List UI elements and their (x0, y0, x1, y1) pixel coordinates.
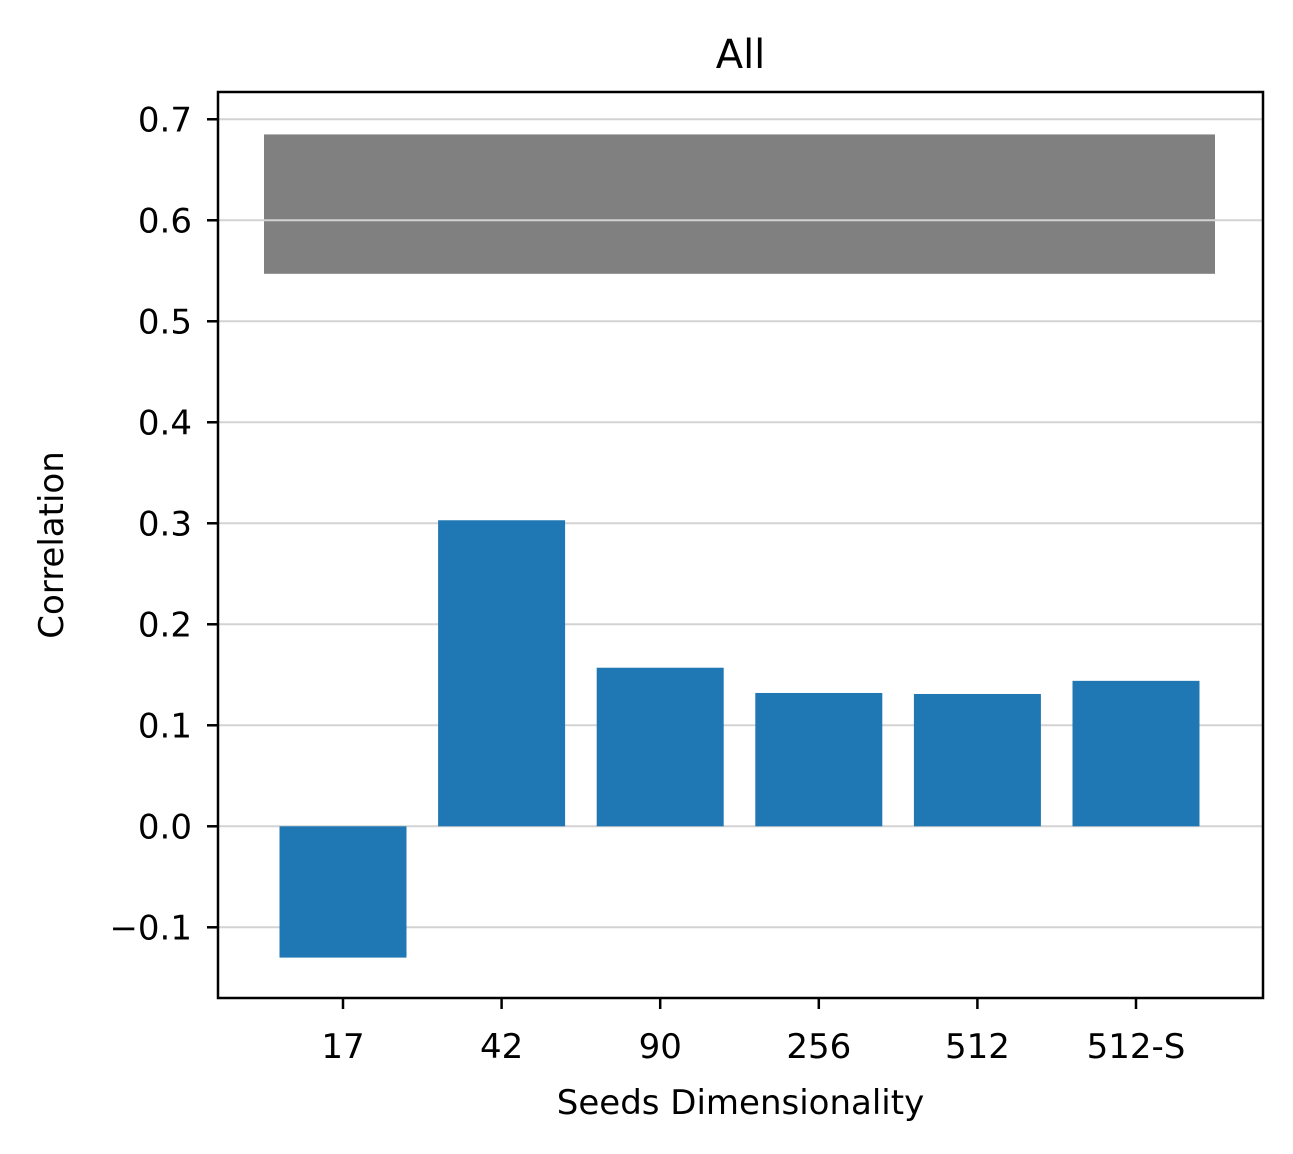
y-tick-label-7: 0.6 (138, 201, 192, 241)
y-tick-label-3: 0.2 (138, 605, 192, 645)
y-tick-label-4: 0.3 (138, 504, 192, 544)
bar-256 (755, 692, 883, 827)
y-tick-label-6: 0.5 (138, 302, 192, 342)
reference-band-layer (264, 134, 1215, 274)
bar-90 (596, 667, 724, 827)
x-axis-ticks: 17 42 90 256 512 512-S (321, 998, 1185, 1067)
chart-title: All (716, 32, 766, 78)
y-tick-label-2: 0.1 (138, 706, 192, 746)
bar-512 (913, 693, 1041, 827)
bar-512-S (1072, 680, 1200, 827)
y-tick-label-0: −0.1 (109, 908, 192, 948)
y-tick-label-5: 0.4 (138, 403, 192, 443)
y-tick-label-1: 0.0 (138, 807, 192, 847)
bar-17 (279, 826, 407, 958)
x-axis-label: Seeds Dimensionality (557, 1083, 924, 1123)
x-tick-label-0: 17 (321, 1027, 364, 1067)
x-tick-label-1: 42 (480, 1027, 523, 1067)
y-tick-label-8: 0.7 (138, 100, 192, 140)
x-tick-label-2: 90 (639, 1027, 682, 1067)
bars (279, 520, 1200, 958)
bar-42 (438, 520, 566, 827)
x-tick-label-4: 512 (945, 1027, 1010, 1067)
reference-band (264, 134, 1215, 274)
plot-frame (216, 90, 1265, 1000)
y-axis-label: Correlation (32, 451, 72, 638)
x-tick-label-3: 256 (786, 1027, 851, 1067)
y-axis-ticks: −0.1 0.0 0.1 0.2 0.3 0.4 0.5 0.6 0.7 (109, 100, 218, 948)
x-tick-label-5: 512-S (1087, 1027, 1186, 1067)
